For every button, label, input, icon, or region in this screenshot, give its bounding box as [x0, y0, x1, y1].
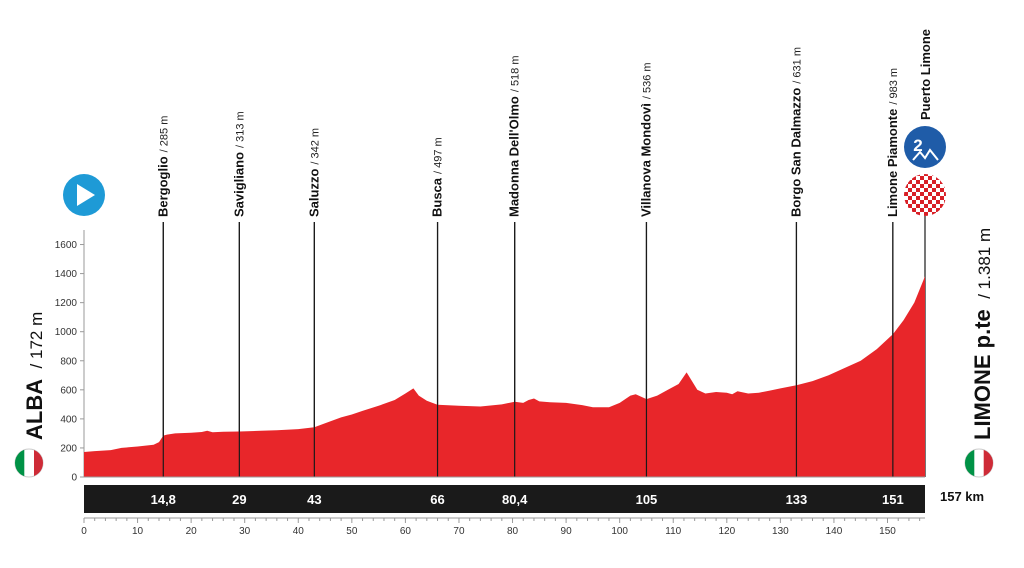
km-bar-background	[84, 485, 925, 513]
waypoint-label: Limone Piamonte / 983 m	[885, 68, 900, 217]
svg-text:LIMONE p.te / 1.381 m: LIMONE p.te / 1.381 m	[970, 228, 995, 440]
waypoint-name: Villanova Mondovì	[638, 103, 653, 217]
total-distance: 157 km	[940, 489, 984, 504]
x-tick-label: 70	[453, 526, 465, 537]
x-tick-label: 10	[132, 526, 144, 537]
waypoint-label: Madonna Dell'Olmo / 518 m	[507, 55, 522, 217]
km-bar: 14,8 29 43 66 80,4 105 133 151	[84, 485, 925, 513]
svg-text:ALBA / 172 m: ALBA / 172 m	[22, 312, 47, 440]
x-tick-label: 130	[772, 526, 789, 537]
waypoint-name: Saluzzo	[306, 169, 321, 217]
y-tick-label: 800	[60, 356, 77, 367]
x-tick-label: 100	[611, 526, 628, 537]
play-triangle	[77, 184, 95, 206]
x-tick-label: 150	[879, 526, 896, 537]
mountain-glyph	[912, 148, 939, 161]
x-axis: 0 10 20 30 40 50 60 70 80 90 100 110 120 130 140 150	[81, 517, 925, 537]
start-marker	[63, 174, 105, 216]
x-tick-label: 30	[239, 526, 251, 537]
elevation-profile	[84, 222, 925, 478]
waypoint-label: Busca / 497 m	[430, 137, 445, 217]
finish-elev: / 1.381 m	[975, 228, 994, 299]
y-tick-label: 1000	[55, 327, 78, 338]
waypoint-label: Bergoglio / 285 m	[155, 116, 170, 217]
y-tick-label: 1600	[55, 240, 78, 251]
waypoint-elevation: / 631 m	[791, 47, 803, 84]
waypoint-elevation: / 285 m	[158, 116, 170, 153]
waypoint-labels: Bergoglio / 285 m Savigliano / 313 m Saluzzo…	[155, 47, 900, 217]
finish-climb-name: Puerto Limone	[918, 29, 933, 120]
waypoint-name: Bergoglio	[155, 156, 170, 217]
finish-label: LIMONE p.te / 1.381 m	[970, 228, 995, 440]
x-tick-label: 110	[665, 526, 681, 537]
waypoint-elevation: / 342 m	[309, 128, 321, 165]
x-tick-label: 90	[561, 526, 573, 537]
profile-area-shape	[84, 276, 925, 477]
waypoint-km-label: 105	[636, 492, 658, 507]
waypoint-label: Saluzzo / 342 m	[306, 128, 321, 217]
waypoint-label: Villanova Mondovì / 536 m	[638, 62, 653, 217]
finish-country-flag	[964, 448, 994, 478]
waypoint-name: Borgo San Dalmazzo	[788, 88, 803, 217]
waypoint-km-label: 43	[307, 492, 321, 507]
x-tick-label: 60	[400, 526, 412, 537]
start-name: ALBA	[22, 379, 47, 440]
waypoint-km-label: 66	[430, 492, 444, 507]
x-tick-label: 40	[293, 526, 305, 537]
y-tick-label: 1400	[55, 269, 78, 280]
x-tick-label: 0	[81, 526, 87, 537]
y-axis: 0 200 400 600 800 1000 1200 1400 1600	[55, 230, 85, 484]
start-country-flag	[14, 448, 44, 478]
waypoint-elevation: / 497 m	[433, 137, 445, 174]
waypoint-km-label: 29	[232, 492, 246, 507]
waypoint-elevation: / 518 m	[510, 55, 522, 92]
y-tick-label: 600	[60, 385, 77, 396]
waypoint-name: Madonna Dell'Olmo	[507, 96, 522, 217]
x-tick-label: 50	[346, 526, 358, 537]
waypoint-elevation: / 536 m	[641, 62, 653, 99]
waypoint-elevation: / 313 m	[234, 111, 246, 148]
waypoint-name: Savigliano	[231, 152, 246, 217]
y-tick-label: 1200	[55, 298, 78, 309]
finish-marker	[904, 174, 946, 216]
waypoint-label: Borgo San Dalmazzo / 631 m	[788, 47, 803, 217]
mountain-category-icon	[904, 126, 946, 168]
x-tick-label: 20	[186, 526, 198, 537]
x-tick-label: 120	[718, 526, 735, 537]
x-tick-label: 80	[507, 526, 519, 537]
y-tick-label: 400	[60, 414, 77, 425]
finish-climb-marker: 2	[904, 126, 946, 168]
waypoint-label: Savigliano / 313 m	[231, 111, 246, 217]
waypoint-km-label: 151	[882, 492, 904, 507]
x-tick-label: 140	[826, 526, 843, 537]
waypoint-elevation: / 983 m	[888, 68, 900, 105]
start-label: ALBA / 172 m	[22, 312, 47, 440]
checkered-flag-icon	[904, 174, 946, 216]
waypoint-name: Limone Piamonte	[885, 109, 900, 217]
finish-name: LIMONE p.te	[970, 309, 995, 440]
waypoint-km-label: 14,8	[151, 492, 176, 507]
y-tick-label: 0	[71, 473, 77, 484]
waypoint-name: Busca	[430, 177, 445, 217]
climb-category: 2	[913, 136, 922, 155]
waypoint-km-label: 80,4	[502, 492, 528, 507]
waypoint-km-label: 133	[786, 492, 808, 507]
start-elev: / 172 m	[27, 312, 46, 369]
y-tick-label: 200	[60, 443, 77, 454]
